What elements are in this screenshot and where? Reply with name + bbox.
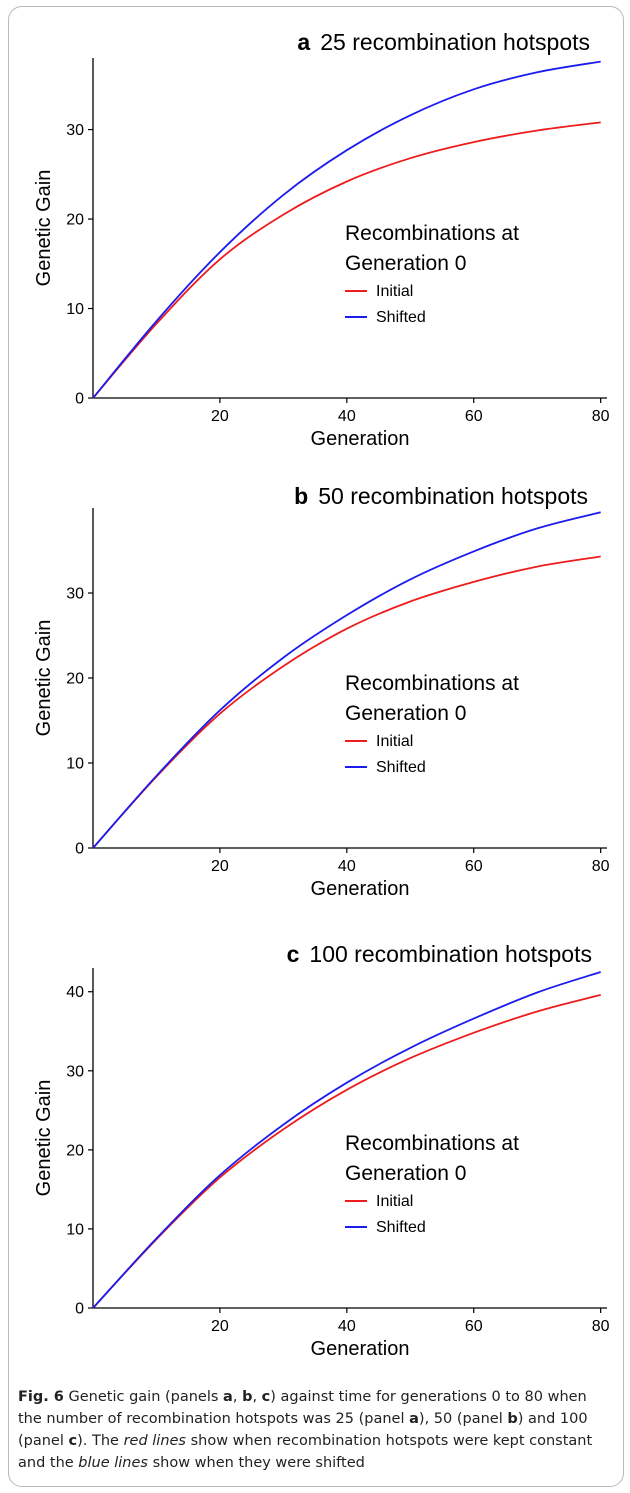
panel-letter: b [294, 483, 308, 509]
legend-title-line: Generation 0 [345, 702, 466, 725]
figure-caption: Fig. 6 Genetic gain (panels a, b, c) aga… [18, 1386, 614, 1474]
y-tick-label: 20 [66, 671, 84, 688]
panel-letter: c [287, 941, 300, 967]
panel-b-chart: b 50 recombination hotspots 0 10 20 30 20 40 60 8… [33, 483, 610, 900]
x-axis-label: Generation [311, 428, 410, 450]
x-tick-label: 40 [338, 408, 356, 425]
y-tick-label: 20 [66, 1142, 84, 1159]
legend-item-initial: Initial [376, 733, 413, 750]
caption-part: Genetic gain (panels [63, 1389, 224, 1405]
x-tick-label: 60 [465, 408, 483, 425]
caption-part: , [232, 1389, 243, 1405]
series-line-shifted [92, 511, 601, 849]
y-tick-label: 10 [66, 756, 84, 773]
caption-part: ) against time for generations 0 to 80 w… [18, 1389, 587, 1427]
panel-a-chart: a 25 recombination hotspots 0 10 20 30 20 40 60 8… [33, 29, 610, 450]
y-tick-label: 40 [66, 984, 84, 1001]
x-tick-label: 80 [592, 408, 610, 425]
caption-part: red lines [123, 1433, 186, 1449]
caption-part: c [68, 1433, 78, 1449]
caption-body: Genetic gain (panels a, b, c) against ti… [18, 1389, 592, 1471]
x-tick-label: 20 [211, 408, 229, 425]
legend-item-shifted: Shifted [376, 1219, 426, 1236]
caption-part: ), 50 (panel [418, 1411, 508, 1427]
y-tick-label: 0 [75, 1301, 84, 1318]
caption-part: , [252, 1389, 262, 1405]
chart-title-text: 50 recombination hotspots [318, 483, 588, 509]
caption-part: show when they were shifted [147, 1455, 365, 1471]
caption-part: ) and 100 (panel [18, 1411, 588, 1449]
x-tick-label: 20 [211, 1318, 229, 1335]
caption-part: ). The [77, 1433, 124, 1449]
caption-part: a [409, 1411, 419, 1427]
legend-item-initial: Initial [376, 1193, 413, 1210]
legend-item-shifted: Shifted [376, 759, 426, 776]
x-tick-label: 20 [211, 858, 229, 875]
x-tick-label: 60 [465, 1318, 483, 1335]
panel-letter: a [297, 29, 310, 55]
x-axis-label: Generation [311, 1338, 410, 1360]
chart-title-text: 100 recombination hotspots [309, 941, 592, 967]
legend-item-initial: Initial [376, 283, 413, 300]
y-axis-label: Genetic Gain [33, 170, 55, 287]
caption-part: b [507, 1411, 518, 1427]
panel-c-chart: c 100 recombination hotspots 0 10 20 30 40 20 40… [33, 941, 610, 1360]
chart-title-text: 25 recombination hotspots [320, 29, 590, 55]
x-tick-label: 80 [592, 858, 610, 875]
caption-part: a [223, 1389, 233, 1405]
caption-part: c [261, 1389, 271, 1405]
chart-title: c 100 recombination hotspots [287, 941, 592, 967]
y-tick-label: 0 [75, 391, 84, 408]
x-tick-label: 60 [465, 858, 483, 875]
y-tick-label: 10 [66, 1221, 84, 1238]
caption-label: Fig. 6 [18, 1389, 64, 1405]
legend-title-line: Recombinations at [345, 222, 519, 245]
series-line-initial [92, 121, 601, 399]
series-line-shifted [92, 971, 601, 1309]
y-tick-label: 0 [75, 841, 84, 858]
legend-title-line: Generation 0 [345, 1162, 466, 1185]
legend-title-line: Recombinations at [345, 672, 519, 695]
caption-part: show when recombination hotspots were ke… [18, 1433, 593, 1471]
y-tick-label: 10 [66, 301, 84, 318]
legend-title-line: Generation 0 [345, 252, 466, 275]
x-tick-label: 80 [592, 1318, 610, 1335]
y-tick-label: 20 [66, 212, 84, 229]
legend-title-line: Recombinations at [345, 1132, 519, 1155]
x-axis-label: Generation [311, 878, 410, 900]
x-tick-label: 40 [338, 858, 356, 875]
y-tick-label: 30 [66, 122, 84, 139]
chart-title: a 25 recombination hotspots [297, 29, 590, 55]
chart-title: b 50 recombination hotspots [294, 483, 588, 509]
y-tick-label: 30 [66, 1063, 84, 1080]
figure-frame [8, 6, 624, 1487]
series-line-shifted [92, 60, 601, 399]
legend-item-shifted: Shifted [376, 309, 426, 326]
caption-part: blue lines [78, 1455, 148, 1471]
y-axis-label: Genetic Gain [33, 620, 55, 737]
caption-part: b [242, 1389, 253, 1405]
y-axis-label: Genetic Gain [33, 1080, 55, 1197]
y-tick-label: 30 [66, 586, 84, 603]
x-tick-label: 40 [338, 1318, 356, 1335]
